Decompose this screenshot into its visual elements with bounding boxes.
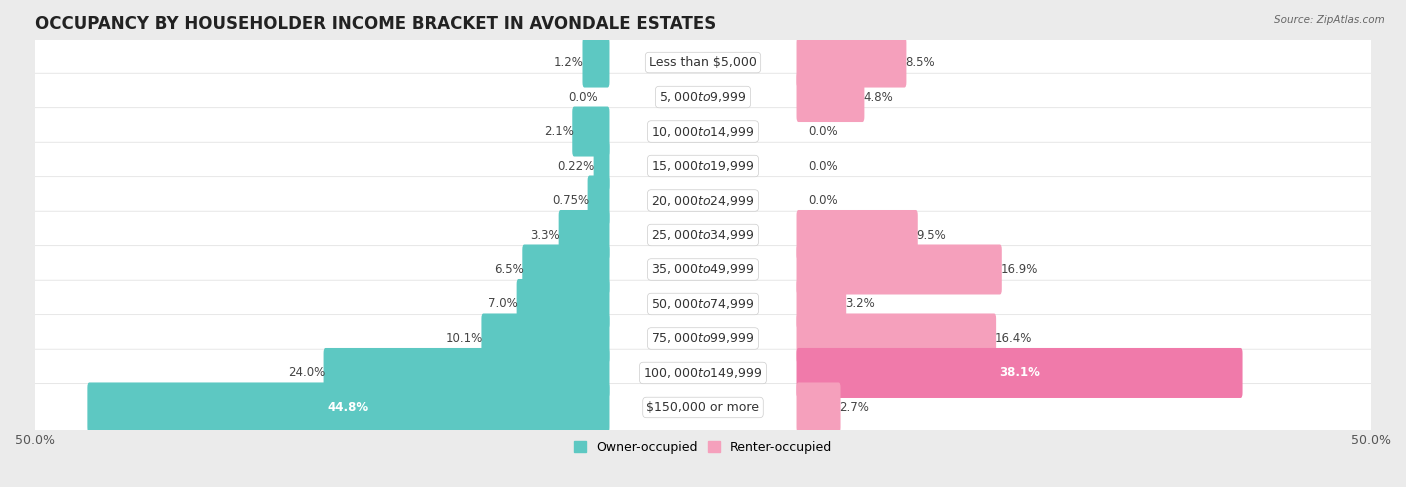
- FancyBboxPatch shape: [31, 315, 1375, 362]
- FancyBboxPatch shape: [797, 210, 918, 260]
- FancyBboxPatch shape: [481, 314, 609, 363]
- Text: 7.0%: 7.0%: [488, 298, 517, 311]
- Text: 6.5%: 6.5%: [494, 263, 523, 276]
- Text: $25,000 to $34,999: $25,000 to $34,999: [651, 228, 755, 242]
- Text: $75,000 to $99,999: $75,000 to $99,999: [651, 332, 755, 345]
- Legend: Owner-occupied, Renter-occupied: Owner-occupied, Renter-occupied: [568, 436, 838, 459]
- FancyBboxPatch shape: [31, 349, 1375, 397]
- FancyBboxPatch shape: [31, 73, 1375, 121]
- FancyBboxPatch shape: [582, 37, 609, 88]
- FancyBboxPatch shape: [31, 211, 1375, 259]
- FancyBboxPatch shape: [31, 142, 1375, 190]
- Text: OCCUPANCY BY HOUSEHOLDER INCOME BRACKET IN AVONDALE ESTATES: OCCUPANCY BY HOUSEHOLDER INCOME BRACKET …: [35, 15, 716, 33]
- FancyBboxPatch shape: [797, 279, 846, 329]
- Text: 4.8%: 4.8%: [863, 91, 893, 104]
- Text: 1.2%: 1.2%: [554, 56, 583, 69]
- Text: $35,000 to $49,999: $35,000 to $49,999: [651, 262, 755, 277]
- FancyBboxPatch shape: [87, 382, 609, 432]
- Text: $5,000 to $9,999: $5,000 to $9,999: [659, 90, 747, 104]
- Text: 2.1%: 2.1%: [544, 125, 574, 138]
- Text: $150,000 or more: $150,000 or more: [647, 401, 759, 414]
- FancyBboxPatch shape: [31, 246, 1375, 293]
- FancyBboxPatch shape: [797, 37, 907, 88]
- Text: Source: ZipAtlas.com: Source: ZipAtlas.com: [1274, 15, 1385, 25]
- Text: 3.2%: 3.2%: [845, 298, 875, 311]
- Text: 9.5%: 9.5%: [917, 228, 946, 242]
- FancyBboxPatch shape: [797, 348, 1243, 398]
- FancyBboxPatch shape: [797, 72, 865, 122]
- Text: $10,000 to $14,999: $10,000 to $14,999: [651, 125, 755, 138]
- Text: 0.0%: 0.0%: [808, 160, 838, 172]
- FancyBboxPatch shape: [558, 210, 609, 260]
- Text: 0.75%: 0.75%: [551, 194, 589, 207]
- Text: 0.0%: 0.0%: [808, 194, 838, 207]
- FancyBboxPatch shape: [572, 107, 609, 156]
- Text: $50,000 to $74,999: $50,000 to $74,999: [651, 297, 755, 311]
- Text: 8.5%: 8.5%: [905, 56, 935, 69]
- Text: 0.0%: 0.0%: [808, 125, 838, 138]
- FancyBboxPatch shape: [522, 244, 609, 295]
- FancyBboxPatch shape: [588, 175, 609, 225]
- FancyBboxPatch shape: [31, 39, 1375, 86]
- Text: 16.4%: 16.4%: [995, 332, 1032, 345]
- Text: 2.7%: 2.7%: [839, 401, 869, 414]
- FancyBboxPatch shape: [593, 141, 609, 191]
- Text: 0.0%: 0.0%: [568, 91, 598, 104]
- FancyBboxPatch shape: [31, 108, 1375, 155]
- Text: 44.8%: 44.8%: [328, 401, 368, 414]
- FancyBboxPatch shape: [797, 244, 1002, 295]
- Text: $15,000 to $19,999: $15,000 to $19,999: [651, 159, 755, 173]
- FancyBboxPatch shape: [31, 384, 1375, 431]
- FancyBboxPatch shape: [31, 177, 1375, 225]
- FancyBboxPatch shape: [31, 280, 1375, 328]
- FancyBboxPatch shape: [516, 279, 609, 329]
- Text: 24.0%: 24.0%: [288, 367, 325, 379]
- FancyBboxPatch shape: [323, 348, 609, 398]
- Text: 10.1%: 10.1%: [446, 332, 482, 345]
- FancyBboxPatch shape: [797, 314, 995, 363]
- Text: $100,000 to $149,999: $100,000 to $149,999: [644, 366, 762, 380]
- Text: Less than $5,000: Less than $5,000: [650, 56, 756, 69]
- FancyBboxPatch shape: [797, 382, 841, 432]
- Text: $20,000 to $24,999: $20,000 to $24,999: [651, 193, 755, 207]
- Text: 16.9%: 16.9%: [1001, 263, 1038, 276]
- Text: 38.1%: 38.1%: [1000, 367, 1040, 379]
- Text: 3.3%: 3.3%: [530, 228, 560, 242]
- Text: 0.22%: 0.22%: [558, 160, 595, 172]
